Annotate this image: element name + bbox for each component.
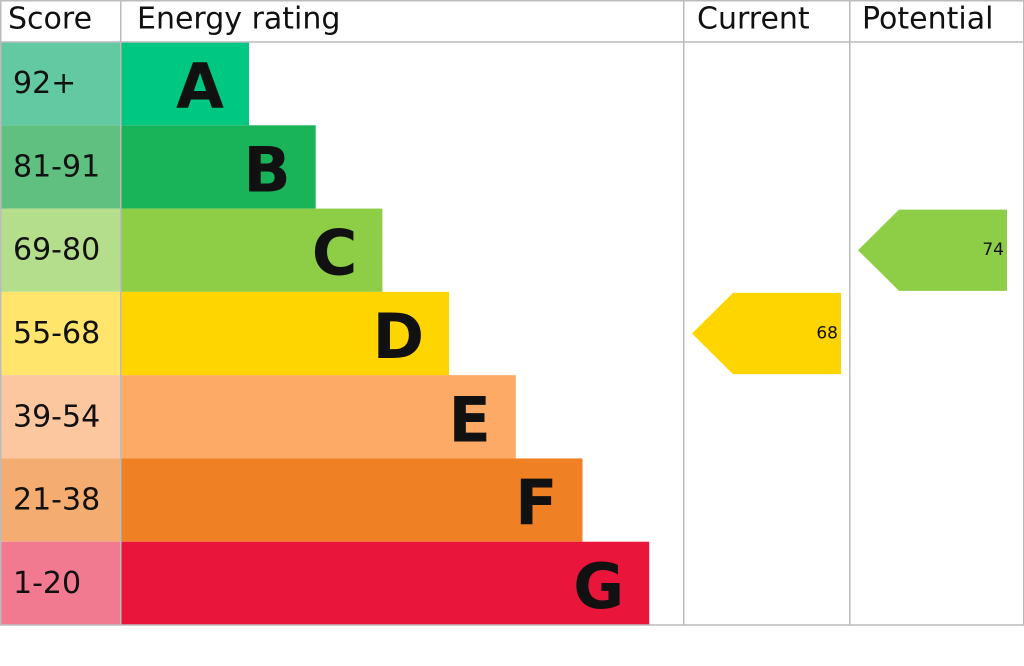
rating-letter: G [573,550,624,623]
score-cell [0,125,120,209]
score-label: 92+ [13,66,76,101]
score-label: 39-54 [13,399,100,434]
current-value: 68 [816,324,838,344]
rating-letter: E [448,383,490,456]
rating-bar [120,458,583,542]
header-label: Energy rating [137,2,340,37]
potential-arrow [858,209,1007,291]
score-label: 1-20 [13,566,81,601]
score-label: 21-38 [13,483,100,518]
rating-bar [120,375,516,459]
potential-value: 74 [982,240,1004,260]
score-label: 81-91 [13,149,100,184]
rating-letter: F [515,467,557,540]
score-cell [0,208,120,292]
rating-bar [120,291,450,376]
score-cell [0,458,120,542]
rating-bar [120,208,383,292]
rating-letter: C [312,217,358,290]
score-cell [0,375,120,459]
header-label: Current [697,2,810,37]
score-cell [0,291,120,376]
rating-bar [120,125,316,209]
header-label: Potential [862,2,993,37]
rating-letter: A [176,50,224,123]
rating-letter: D [373,300,424,373]
score-label: 55-68 [13,316,100,351]
score-label: 69-80 [13,233,100,268]
header-label: Score [8,2,92,37]
score-cell [0,42,120,126]
rating-letter: B [243,133,290,206]
current-arrow [692,292,841,375]
rating-bar [120,541,650,625]
rating-bar [120,42,249,126]
score-cell [0,541,120,625]
